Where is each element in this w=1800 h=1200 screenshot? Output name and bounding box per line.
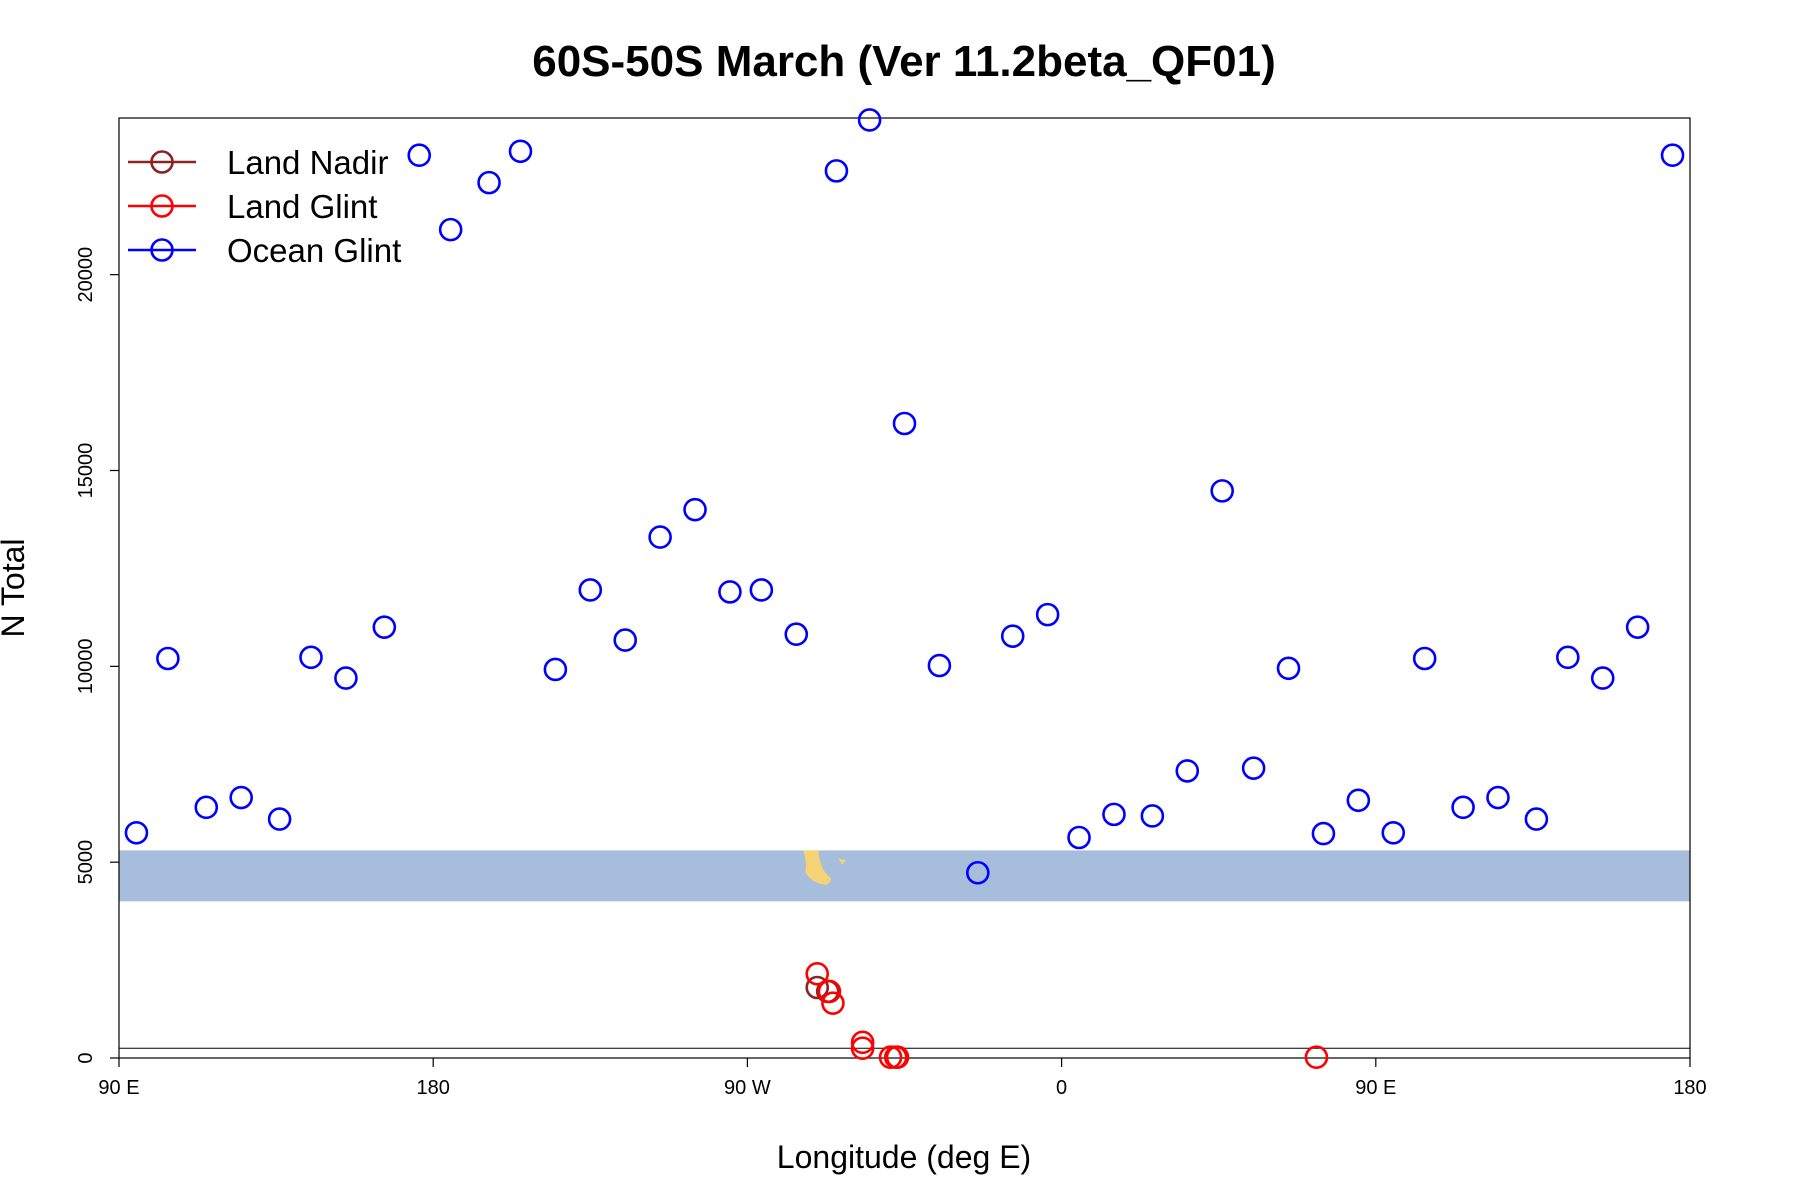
ocean-glint-point xyxy=(508,139,533,164)
land-glint-point xyxy=(885,1045,910,1070)
ocean-glint-point xyxy=(784,622,809,647)
plot-frame xyxy=(118,117,1691,1059)
land-glint-point xyxy=(817,979,842,1004)
ocean-glint-point xyxy=(1524,807,1549,831)
ocean-glint-point xyxy=(543,657,568,682)
ocean-glint-point xyxy=(438,217,463,242)
land-nadir-legend-label: Land Nadir xyxy=(227,144,388,181)
chart-title: 60S-50S March (Ver 11.2beta_QF01) xyxy=(532,37,1276,86)
map-strip xyxy=(119,850,1690,902)
ocean-glint-point xyxy=(578,578,603,602)
map-land-feature xyxy=(838,858,847,865)
data-points xyxy=(124,108,1685,1070)
land-nadir-point xyxy=(805,975,830,1000)
y-tick-label: 5000 xyxy=(75,840,97,885)
land-glint-point xyxy=(850,1030,875,1055)
ocean-glint-point xyxy=(1625,615,1650,639)
x-tick-label: 90 E xyxy=(1355,1077,1396,1099)
ocean-glint-point xyxy=(1140,804,1165,828)
ocean-glint-point xyxy=(1412,646,1437,671)
ocean-glint-point xyxy=(683,497,707,522)
ocean-glint-point xyxy=(1486,785,1510,810)
ocean-glint-point xyxy=(966,860,990,885)
ocean-glint-legend-label: Ocean Glint xyxy=(227,232,401,269)
ocean-glint-point xyxy=(372,615,397,639)
land-glint-legend-label: Land Glint xyxy=(227,188,377,225)
ocean-glint-point xyxy=(648,525,672,549)
ocean-glint-point xyxy=(1311,821,1336,846)
map-ocean-band xyxy=(119,850,1690,902)
ocean-glint-point xyxy=(1241,756,1266,780)
x-tick-label: 90 E xyxy=(98,1077,139,1099)
x-tick-label: 180 xyxy=(417,1077,450,1099)
land-glint-point xyxy=(805,961,830,986)
ocean-glint-point xyxy=(1590,666,1615,690)
y-tick-label: 10000 xyxy=(75,639,97,695)
ocean-glint-point xyxy=(229,785,253,810)
ocean-glint-point xyxy=(1276,656,1301,681)
x-tick-label: 0 xyxy=(1056,1077,1067,1099)
ocean-glint-point xyxy=(1346,788,1371,813)
x-tick-label: 90 W xyxy=(724,1077,771,1099)
ocean-glint-point xyxy=(1067,825,1091,850)
ocean-glint-point xyxy=(1102,802,1126,827)
ocean-glint-point xyxy=(749,578,774,602)
y-axis-label: N Total xyxy=(0,538,31,637)
land-glint-legend-marker xyxy=(150,194,174,218)
ocean-glint-point xyxy=(1210,479,1234,503)
ocean-glint-point xyxy=(857,108,882,132)
map-land-feature xyxy=(803,850,832,885)
ocean-glint-point xyxy=(1660,143,1685,168)
ocean-glint-point xyxy=(1381,820,1406,845)
x-axis: 90 E 180 90 W 0 90 E 180 xyxy=(98,1058,1707,1099)
y-tick-label: 20000 xyxy=(75,247,97,303)
ocean-glint-point xyxy=(194,795,219,820)
y-tick-label: 0 xyxy=(75,1052,97,1063)
ocean-glint-point xyxy=(267,807,292,831)
land-glint-point xyxy=(1304,1045,1329,1070)
ocean-glint-point xyxy=(124,820,149,845)
ocean-glint-point xyxy=(824,159,849,183)
land-glint-point xyxy=(821,991,845,1015)
ocean-glint-point xyxy=(1175,759,1200,783)
x-axis-label: Longitude (deg E) xyxy=(777,1139,1031,1175)
ocean-glint-point xyxy=(299,645,323,670)
ocean-glint-point xyxy=(1451,795,1475,820)
land-glint-point xyxy=(850,1036,875,1061)
ocean-glint-point xyxy=(1556,645,1580,670)
land-nadir-legend-marker xyxy=(150,150,174,174)
ocean-glint-point xyxy=(927,653,952,678)
x-tick-label: 180 xyxy=(1673,1077,1706,1099)
y-tick-label: 15000 xyxy=(75,443,97,499)
ocean-glint-legend-marker xyxy=(150,238,174,262)
ocean-glint-point xyxy=(477,170,501,195)
ocean-glint-point xyxy=(892,411,917,436)
ocean-glint-point xyxy=(334,666,358,690)
ocean-glint-point xyxy=(1000,624,1025,648)
ocean-glint-point xyxy=(613,628,638,652)
ocean-glint-point xyxy=(718,580,742,604)
y-axis: 0 5000 10000 15000 20000 xyxy=(75,247,119,1064)
ocean-glint-point xyxy=(407,143,432,168)
ocean-glint-point xyxy=(1035,602,1060,627)
legend: Land Nadir Land Glint Ocean Glint xyxy=(128,144,401,269)
ocean-glint-point xyxy=(156,646,180,671)
